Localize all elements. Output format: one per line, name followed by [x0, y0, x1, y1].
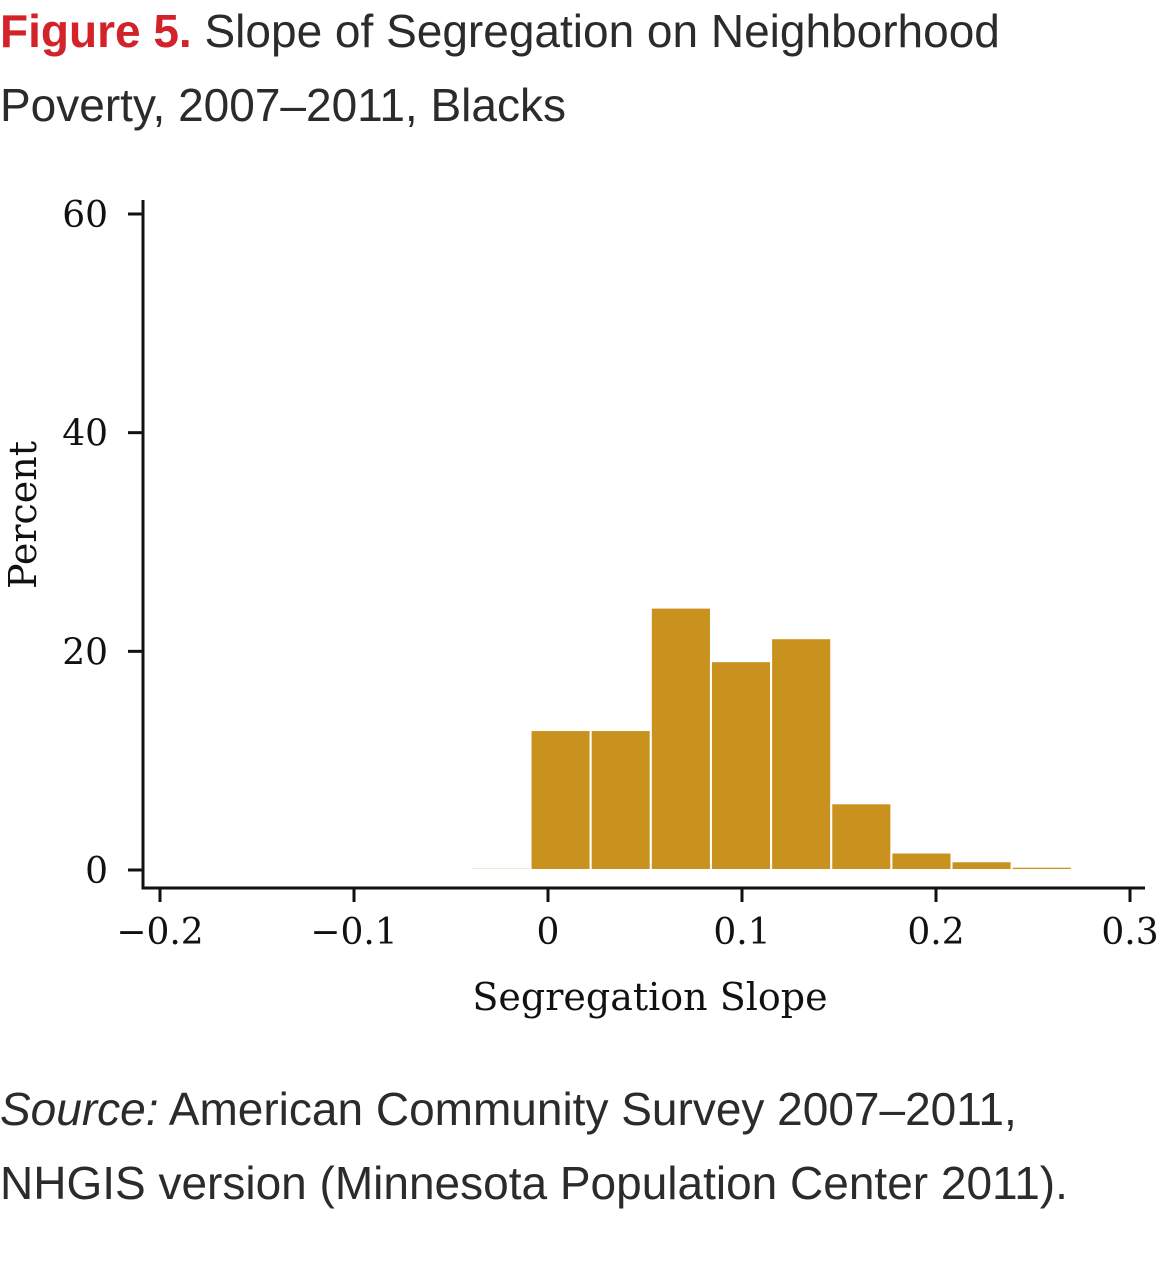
histogram-bar-7: [830, 802, 893, 871]
x-axis-ticks: −0.2 −0.1 0 0.1 0.2 0.3: [116, 888, 1157, 953]
figure-label: Figure 5.: [0, 5, 192, 57]
histogram-bar-5: [709, 660, 773, 871]
histogram-bar-4: [649, 606, 712, 871]
x-tick-label: 0.1: [713, 912, 770, 953]
y-tick-label: 20: [62, 632, 108, 673]
y-axis-title: Percent: [1, 441, 45, 589]
y-tick-label: 40: [62, 414, 108, 455]
histogram-bar-1: [469, 866, 532, 872]
histogram-bar-2: [529, 729, 592, 872]
histogram-bars: [469, 606, 1073, 872]
x-tick-label: 0.2: [907, 912, 964, 953]
x-tick-label: 0.3: [1101, 912, 1157, 953]
y-axis-ticks: 0 20 40 60: [62, 195, 143, 892]
histogram-bar-8: [890, 851, 953, 871]
figure-title-text: Slope of Segregation on Neighborhood Pov…: [0, 5, 1000, 131]
source-note: Source: American Community Survey 2007–2…: [0, 1072, 1150, 1220]
x-tick-label: 0: [537, 912, 560, 953]
histogram-bar-9: [950, 860, 1013, 872]
y-tick-label: 0: [85, 851, 108, 892]
histogram-bar-10: [1010, 865, 1073, 871]
x-tick-label: −0.1: [310, 912, 397, 953]
x-tick-label: −0.2: [116, 912, 203, 953]
y-tick-label: 60: [62, 195, 108, 236]
histogram-chart: 0 20 40 60 −0.2 −0.1 0 0.1 0.2 0.3 Percent Segre…: [1, 195, 1157, 1019]
x-axis-title: Segregation Slope: [472, 975, 827, 1019]
figure-title: Figure 5. Slope of Segregation on Neighb…: [0, 0, 1150, 142]
histogram-bar-6: [770, 637, 833, 872]
histogram-bar-3: [589, 729, 652, 872]
source-text: American Community Survey 2007–2011, NHG…: [0, 1083, 1068, 1209]
source-label: Source:: [0, 1083, 159, 1135]
